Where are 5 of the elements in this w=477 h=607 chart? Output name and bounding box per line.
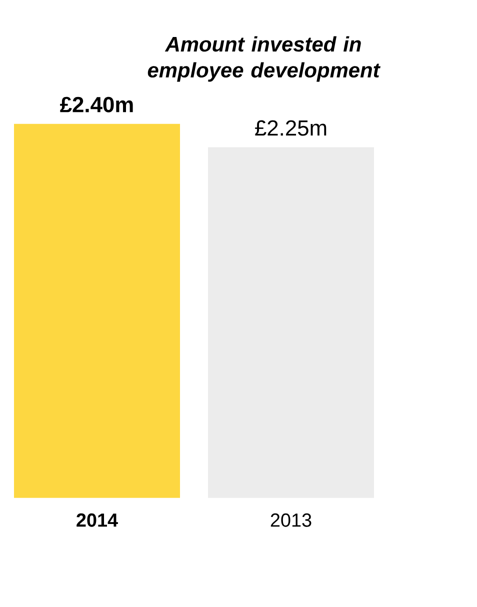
data-label: £2.40m (60, 96, 134, 112)
x-tick-label: 2014 (76, 513, 118, 527)
chart-title: Amount invested in employee development (148, 36, 381, 82)
x-tick-label: 2013 (271, 513, 312, 527)
data-label: £2.25m (255, 120, 326, 136)
